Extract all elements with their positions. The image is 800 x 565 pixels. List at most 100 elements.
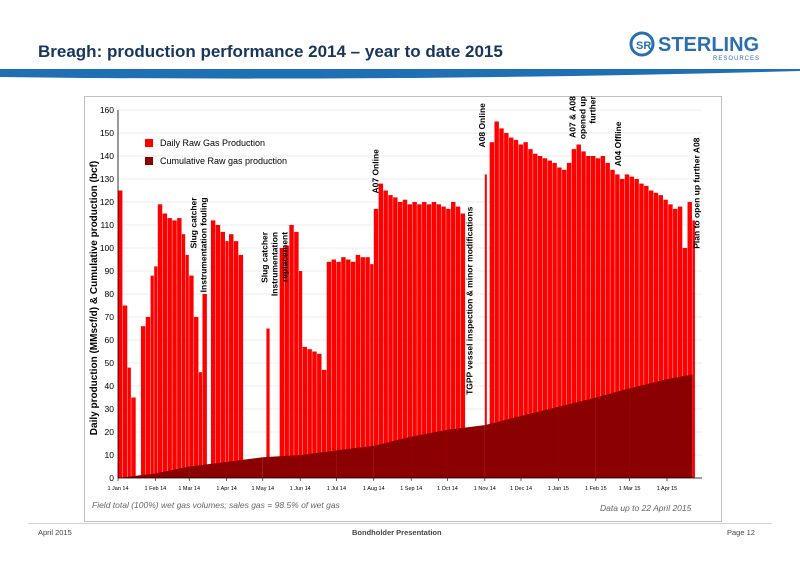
y-tick-label: 10 xyxy=(105,450,115,460)
daily-bar xyxy=(383,190,388,478)
daily-bar xyxy=(673,208,678,478)
slide-title: Breagh: production performance 2014 – ye… xyxy=(38,42,503,61)
daily-bar xyxy=(576,144,581,478)
daily-bar xyxy=(326,261,332,478)
daily-bar xyxy=(455,206,461,478)
daily-bar xyxy=(653,192,659,479)
y-tick-label: 80 xyxy=(105,289,115,299)
annotation-text: A07 Online xyxy=(371,149,381,194)
annotation-text: Instrumentation xyxy=(270,232,280,296)
daily-bar xyxy=(233,241,239,478)
daily-bar xyxy=(355,254,361,478)
daily-bar xyxy=(484,174,487,478)
daily-bar xyxy=(624,174,630,478)
annotation-text: opened up xyxy=(577,96,587,139)
y-tick-label: 70 xyxy=(105,312,115,322)
cumulative-segment xyxy=(155,466,190,478)
daily-bar xyxy=(600,156,606,478)
daily-bar xyxy=(658,195,663,478)
daily-bar xyxy=(687,202,692,478)
daily-bar xyxy=(595,158,601,479)
note-left: Field total (100%) wet gas volumes; sale… xyxy=(92,500,340,510)
daily-bar xyxy=(542,158,548,479)
daily-bar xyxy=(668,204,673,479)
daily-bar xyxy=(365,257,370,478)
footer-divider xyxy=(28,523,772,524)
daily-bar xyxy=(537,156,543,478)
daily-bar xyxy=(294,231,299,478)
annotation-text: A04 Offline xyxy=(613,121,623,166)
annotation-text: TGPP vessel inspection & minor modificat… xyxy=(465,206,475,395)
daily-bar xyxy=(417,204,422,479)
daily-bar xyxy=(494,121,499,478)
cumulative-segment xyxy=(118,473,156,478)
footer-title: Bondholder Presentation xyxy=(352,528,442,537)
daily-bar xyxy=(397,202,403,478)
daily-bar xyxy=(629,176,635,478)
daily-bar xyxy=(331,259,336,478)
daily-bar xyxy=(154,266,158,478)
daily-bar xyxy=(677,206,683,478)
legend-swatch xyxy=(145,139,153,147)
y-tick-label: 20 xyxy=(105,427,115,437)
cumulative-segment xyxy=(336,445,374,478)
daily-bar xyxy=(590,156,596,478)
daily-bar xyxy=(586,156,591,478)
daily-bar xyxy=(518,144,524,478)
chart-annotations: Slug catcher Instrumentation fouling Slug … xyxy=(188,96,701,395)
y-tick-label: 100 xyxy=(100,243,114,253)
daily-bar xyxy=(682,248,688,478)
daily-bar xyxy=(302,346,308,478)
daily-bar xyxy=(118,190,123,478)
company-logo: SR STERLING RESOURCES xyxy=(629,31,759,62)
daily-bar xyxy=(431,202,437,478)
daily-bar xyxy=(307,349,312,478)
daily-bar xyxy=(644,185,649,478)
annotation-text: A08 Online xyxy=(477,103,487,148)
daily-bar xyxy=(279,248,285,478)
cumulative-segment xyxy=(262,455,301,478)
daily-production-bars xyxy=(118,121,695,479)
annotation-text: Instrumentation fouling xyxy=(198,197,208,292)
daily-bar xyxy=(150,275,154,478)
daily-bar xyxy=(436,204,441,479)
daily-bar xyxy=(407,204,413,479)
y-tick-label: 140 xyxy=(100,151,114,161)
daily-bar xyxy=(145,317,151,478)
cumulative-segment xyxy=(300,450,337,478)
daily-bar xyxy=(167,218,172,478)
x-tick-label: 1 May 14 xyxy=(251,486,274,492)
cumulative-segment xyxy=(521,406,559,478)
daily-bar xyxy=(460,213,466,478)
daily-bar xyxy=(194,317,199,478)
y-axis-ticks: 0 10 20 30 40 50 60 70 80 90 100 110 120 130 140 150 160 xyxy=(100,105,114,483)
daily-bar xyxy=(220,231,225,478)
annotation-text: Slug catcher xyxy=(260,231,270,283)
daily-bar xyxy=(663,199,668,478)
daily-bar xyxy=(422,202,427,478)
daily-bar xyxy=(140,326,146,478)
annotation-text: replacement xyxy=(280,232,290,282)
annotation: A08 Online xyxy=(477,103,487,148)
daily-bar xyxy=(157,204,163,479)
daily-bar xyxy=(298,271,303,478)
logo-monogram: SR xyxy=(636,40,651,52)
daily-bar xyxy=(350,261,356,478)
x-tick-label: 1 Jun 14 xyxy=(290,486,311,492)
daily-bar xyxy=(451,202,456,478)
annotation: Plan to open up further A08 xyxy=(692,137,702,248)
footer-page: Page 12 xyxy=(727,528,755,537)
x-tick-label: 1 Sep 14 xyxy=(400,486,422,492)
daily-bar xyxy=(605,162,610,478)
daily-bar xyxy=(566,162,572,478)
x-tick-label: 1 Apr 15 xyxy=(657,486,678,492)
x-tick-label: 1 Jul 14 xyxy=(327,486,346,492)
y-tick-label: 90 xyxy=(105,266,115,276)
daily-bar xyxy=(378,183,384,478)
y-tick-label: 110 xyxy=(100,220,114,230)
daily-bar xyxy=(198,372,203,478)
daily-bar xyxy=(336,261,341,478)
y-tick-label: 50 xyxy=(105,358,115,368)
daily-bar xyxy=(312,351,317,478)
